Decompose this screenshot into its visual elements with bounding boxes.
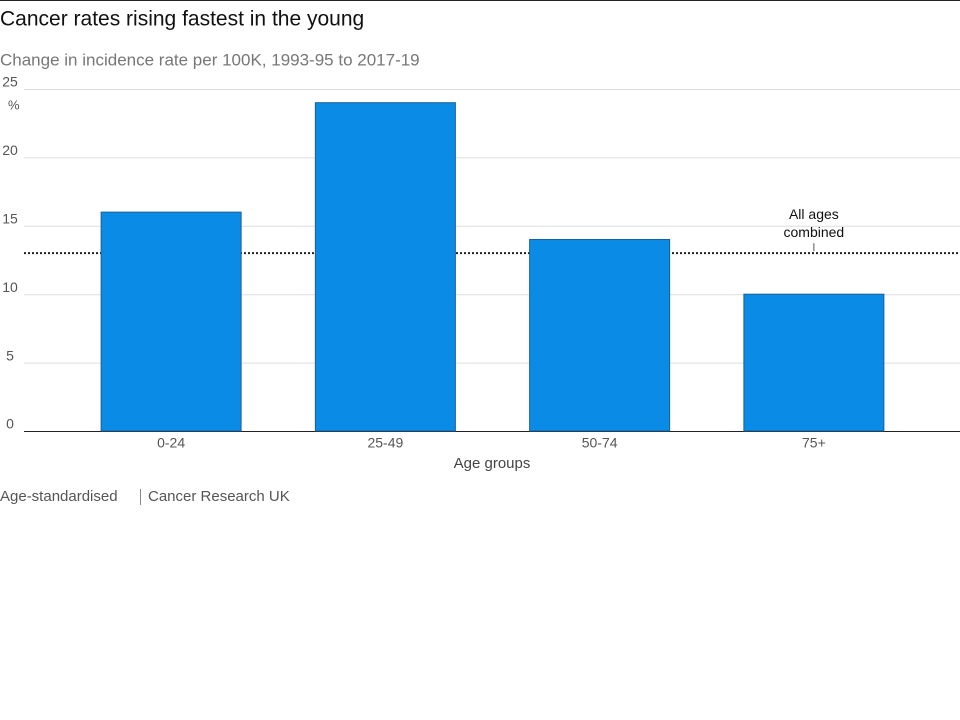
bar [314, 102, 456, 432]
y-tick-label: 15 [2, 211, 18, 227]
source: Cancer Research UK [148, 488, 290, 505]
bar [100, 211, 242, 432]
y-tick-label: 20 [2, 142, 18, 158]
y-tick-label: 10 [2, 279, 18, 295]
chart-subtitle: Change in incidence rate per 100K, 1993-… [0, 50, 420, 69]
y-tick-label: 0 [6, 416, 14, 432]
chart-title: Cancer rates rising fastest in the young [0, 8, 364, 31]
x-tick-label: 50-74 [582, 435, 618, 451]
reference-label: All ages [789, 206, 839, 222]
note: Age-standardised [0, 488, 118, 505]
x-tick-label: 25-49 [367, 435, 403, 451]
bar [529, 238, 671, 432]
x-axis-title: Age groups [454, 455, 531, 472]
x-tick-label: 0-24 [157, 435, 185, 451]
y-unit: % [8, 97, 20, 112]
bar [743, 293, 885, 432]
y-tick-label: 5 [6, 347, 14, 363]
y-tick-label: 25 [2, 74, 18, 90]
reference-label: combined [784, 224, 845, 240]
x-tick-label: 75+ [802, 435, 826, 451]
